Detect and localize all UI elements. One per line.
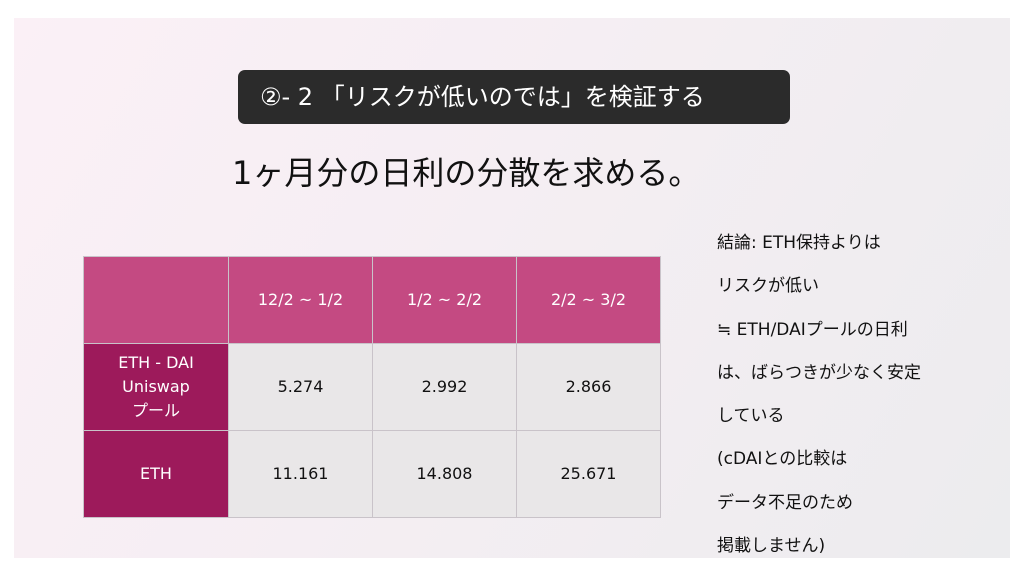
row-label-line: Uniswap: [122, 377, 190, 396]
table-cell: 2.992: [372, 343, 517, 431]
note-line: ≒ ETH/DAIプールの日利: [717, 319, 908, 340]
table-cell: 5.274: [228, 343, 373, 431]
table-cell: 11.161: [228, 430, 373, 518]
table-row: ETH - DAI Uniswap プール 5.274 2.992 2.866: [83, 343, 661, 431]
note-line: は、ばらつきが少なく安定: [717, 362, 921, 383]
table-cell: 25.671: [516, 430, 661, 518]
row-label-eth: ETH: [83, 430, 229, 518]
note-line: (cDAIとの比較は: [717, 449, 848, 470]
table-cell: 14.808: [372, 430, 517, 518]
table-header-period-1: 12/2 ~ 1/2: [228, 256, 373, 344]
conclusion-notes: 結論: ETH保持よりは リスクが低い ≒ ETH/DAIプールの日利 は、ばら…: [717, 222, 1007, 568]
row-label-eth-dai-pool: ETH - DAI Uniswap プール: [83, 343, 229, 431]
table-header-period-3: 2/2 ~ 3/2: [516, 256, 661, 344]
table-cell: 2.866: [516, 343, 661, 431]
note-line: データ不足のため: [717, 492, 853, 513]
table-header-corner: [83, 256, 229, 344]
note-line: している: [717, 406, 785, 427]
variance-table: 12/2 ~ 1/2 1/2 ~ 2/2 2/2 ~ 3/2 ETH - DAI…: [83, 256, 661, 518]
row-label-line: ETH: [140, 464, 172, 483]
note-line: 結論: ETH保持よりは: [717, 233, 881, 253]
section-banner: ②- 2 「リスクが低いのでは」を検証する: [238, 70, 790, 124]
note-line: リスクが低い: [717, 276, 819, 297]
row-label-line: ETH - DAI: [118, 353, 194, 372]
note-line: 掲載しません): [717, 536, 826, 557]
row-label-line: プール: [131, 401, 180, 420]
table-row: ETH 11.161 14.808 25.671: [83, 430, 661, 518]
table-header-row: 12/2 ~ 1/2 1/2 ~ 2/2 2/2 ~ 3/2: [83, 256, 661, 344]
page-heading: 1ヶ月分の日利の分散を求める。: [232, 154, 701, 192]
table-header-period-2: 1/2 ~ 2/2: [372, 256, 517, 344]
